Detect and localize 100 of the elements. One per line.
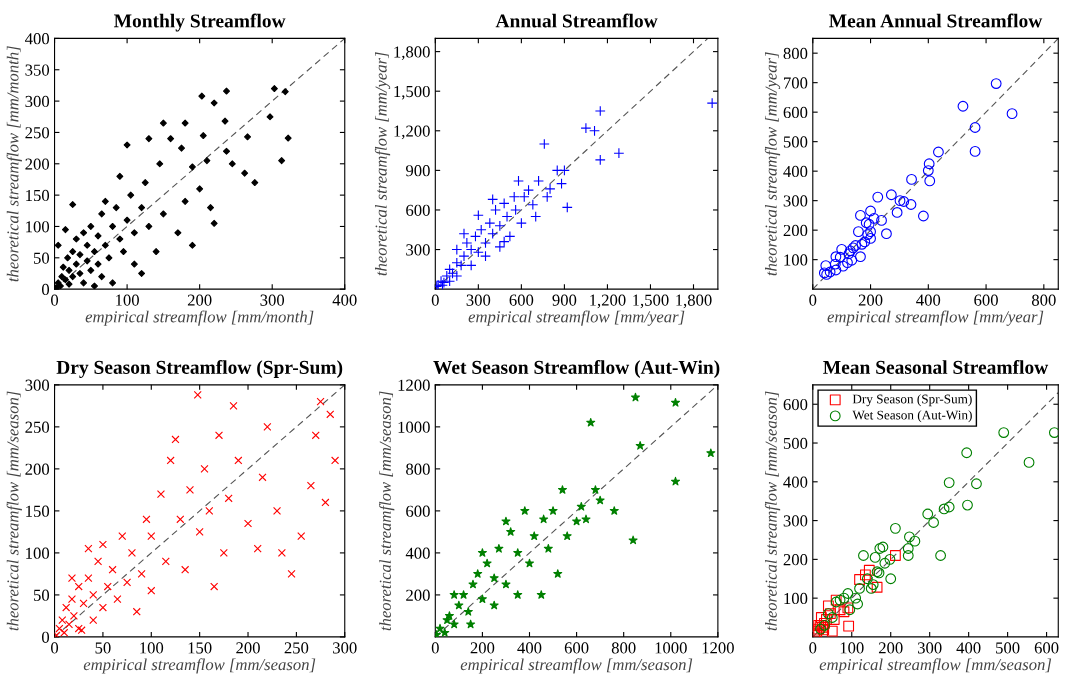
x-tick-label: 300: [917, 642, 942, 654]
x-tick-label: 600: [509, 294, 534, 306]
y-tick-label: 1,200: [394, 125, 430, 140]
y-tick-label: 1,500: [394, 85, 430, 100]
y-tick-label: 400: [783, 476, 808, 488]
x-axis-title: empirical streamflow [mm/season]: [83, 658, 316, 674]
x-tick-label: 0: [431, 642, 439, 654]
y-tick-label: 250: [25, 127, 50, 139]
x-tick-label: 200: [470, 642, 495, 654]
x-tick-label: 400: [332, 294, 357, 306]
x-tick-label: 150: [188, 642, 212, 654]
y-tick-label: 200: [25, 158, 50, 170]
x-tick-label: 200: [858, 294, 883, 306]
x-tick-label: 0: [51, 294, 59, 306]
y-tick-label: 500: [783, 437, 808, 449]
chart-title: Monthly Streamflow: [114, 13, 286, 32]
y-tick-label: 800: [406, 463, 430, 475]
y-tick-label: 300: [783, 515, 808, 527]
y-tick-label: 1000: [398, 421, 430, 433]
y-tick-label: 1200: [398, 379, 430, 391]
chart-title: Dry Season Streamflow (Spr-Sum): [56, 360, 343, 378]
x-axis-title: empirical streamflow [mm/season]: [460, 658, 693, 674]
x-tick-label: 0: [431, 294, 439, 306]
x-tick-label: 1,800: [676, 294, 712, 309]
y-tick-label: 100: [784, 254, 808, 266]
chart-title: Annual Streamflow: [495, 13, 658, 28]
x-tick-label: 500: [996, 642, 1020, 654]
x-axis-title: empirical streamflow [mm/year]: [468, 310, 685, 326]
x-tick-label: 250: [284, 642, 309, 654]
x-tick-label: 1,500: [633, 294, 669, 309]
x-tick-label: 1,200: [590, 294, 626, 309]
x-tick-label: 1000: [655, 642, 687, 654]
legend-label: Wet Season (Aut-Win): [852, 410, 972, 423]
y-tick-label: 100: [26, 547, 50, 559]
y-tick-label: 800: [783, 47, 808, 60]
y-axis-title: theoretical streamflow [mm/year]: [764, 52, 781, 276]
y-tick-label: 50: [33, 252, 50, 264]
y-tick-label: 600: [783, 398, 808, 411]
x-tick-label: 200: [187, 294, 212, 306]
x-tick-label: 100: [840, 642, 864, 654]
chart-title: Mean Annual Streamflow: [829, 13, 1043, 28]
y-tick-label: 400: [25, 33, 50, 45]
x-tick-label: 800: [611, 642, 636, 654]
y-tick-label: 300: [406, 244, 430, 256]
x-tick-label: 0: [809, 642, 817, 654]
y-tick-label: 600: [783, 106, 808, 119]
y-tick-label: 500: [783, 136, 808, 148]
x-tick-label: 900: [552, 294, 577, 306]
y-tick-label: 600: [406, 505, 430, 517]
y-tick-label: 200: [783, 224, 808, 237]
y-tick-label: 150: [26, 505, 50, 517]
x-tick-label: 600: [1034, 642, 1059, 654]
y-tick-label: 200: [25, 463, 50, 475]
y-tick-label: 200: [783, 554, 808, 566]
chart-title: Wet Season Streamflow (Aut-Win): [433, 360, 720, 378]
x-tick-label: 300: [260, 294, 285, 306]
x-tick-label: 1200: [702, 642, 734, 654]
x-axis-title: empirical streamflow [mm/month]: [85, 310, 314, 326]
x-axis-title: empirical streamflow [mm/season]: [819, 658, 1052, 674]
y-tick-label: 1,800: [394, 46, 430, 60]
y-tick-label: 200: [406, 589, 430, 601]
y-axis-title: theoretical streamflow [mm/season]: [6, 391, 22, 631]
y-tick-label: 600: [406, 204, 430, 216]
x-tick-label: 0: [809, 294, 817, 306]
y-tick-label: 0: [41, 283, 50, 296]
y-tick-label: 700: [784, 77, 808, 89]
x-tick-label: 100: [140, 642, 164, 654]
y-tick-label: 50: [33, 589, 50, 601]
x-tick-label: 600: [974, 294, 998, 306]
x-tick-label: 200: [878, 642, 903, 654]
y-axis-title: theoretical streamflow [mm/year]: [374, 52, 391, 276]
x-tick-label: 800: [1031, 294, 1056, 306]
x-tick-label: 400: [517, 642, 542, 654]
y-tick-label: 300: [783, 195, 808, 207]
legend-label: Dry Season (Spr-Sum): [852, 394, 972, 407]
x-tick-label: 300: [333, 642, 357, 654]
y-axis-title: theoretical streamflow [mm/season]: [379, 391, 395, 631]
y-tick-label: 150: [26, 189, 50, 202]
y-tick-label: 400: [405, 547, 430, 559]
x-axis-title: empirical streamflow [mm/year]: [827, 310, 1044, 326]
y-tick-label: 300: [25, 95, 50, 108]
chart-title: Mean Seasonal Streamflow: [823, 360, 1049, 374]
y-tick-label: 250: [25, 421, 50, 433]
y-tick-label: 100: [784, 592, 808, 605]
y-tick-label: 0: [41, 631, 50, 643]
y-axis-title: theoretical streamflow [mm/month]: [6, 46, 22, 282]
x-tick-label: 200: [236, 642, 260, 654]
y-tick-label: 900: [405, 165, 430, 177]
y-tick-label: 100: [26, 221, 50, 233]
x-tick-label: 0: [51, 642, 59, 654]
y-tick-label: 300: [25, 379, 50, 391]
x-tick-label: 100: [116, 294, 139, 306]
x-tick-label: 300: [466, 294, 491, 306]
x-tick-label: 400: [956, 642, 981, 654]
y-axis-title: theoretical streamflow [mm/season]: [764, 391, 781, 631]
y-tick-label: 400: [783, 165, 808, 178]
x-tick-label: 600: [564, 642, 589, 654]
x-tick-label: 400: [916, 294, 941, 306]
x-tick-label: 50: [95, 642, 111, 654]
y-tick-label: 350: [25, 64, 50, 76]
